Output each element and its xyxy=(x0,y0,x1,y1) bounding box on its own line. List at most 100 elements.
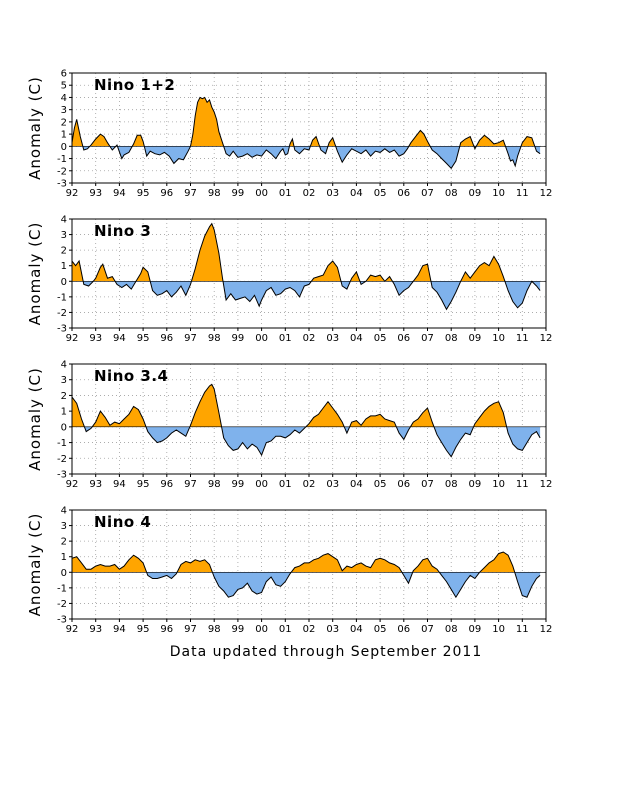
x-tick-label: 94 xyxy=(113,188,126,199)
x-tick-label: 95 xyxy=(137,188,150,199)
y-tick-label: 6 xyxy=(61,69,67,80)
footer-update-note: Data updated through September 2011 xyxy=(170,644,482,660)
x-tick-label: 97 xyxy=(184,188,197,199)
x-tick-label: 11 xyxy=(516,624,529,635)
x-tick-label: 09 xyxy=(469,479,482,490)
x-tick-label: 05 xyxy=(374,333,387,344)
y-tick-label: 3 xyxy=(61,521,67,532)
x-tick-label: 06 xyxy=(397,188,410,199)
y-tick-label: 2 xyxy=(61,246,67,257)
y-tick-label: -1 xyxy=(57,583,67,594)
chart-panel-4: 92 93 94 95 96 97 98 99 00 01 02 03 04 05 06 07 08 09 10 11… xyxy=(26,506,552,636)
chart-panel-1: 92 93 94 95 96 97 98 99 00 01 02 03 04 05 06 07 08 09 10 11… xyxy=(26,69,552,200)
x-tick-label: 00 xyxy=(255,479,268,490)
x-tick-label: 10 xyxy=(492,624,505,635)
x-tick-label: 10 xyxy=(492,479,505,490)
y-tick-label: 1 xyxy=(61,552,67,563)
x-tick-label: 01 xyxy=(279,479,292,490)
x-tick-label: 02 xyxy=(303,479,316,490)
x-tick-label: 03 xyxy=(326,624,339,635)
x-tick-label: 09 xyxy=(469,188,482,199)
x-tick-label: 04 xyxy=(350,333,363,344)
panel-title: Nino 1+2 xyxy=(94,76,175,94)
x-tick-label: 12 xyxy=(540,188,553,199)
x-tick-label: 93 xyxy=(89,333,102,344)
x-tick-label: 00 xyxy=(255,624,268,635)
x-tick-label: 02 xyxy=(303,188,316,199)
x-tick-label: 97 xyxy=(184,479,197,490)
x-tick-label: 06 xyxy=(397,624,410,635)
chart-panel-3: 92 93 94 95 96 97 98 99 00 01 02 03 04 05 06 07 08 09 10 11… xyxy=(26,360,552,491)
y-tick-label: -2 xyxy=(57,166,67,177)
y-axis-label: Anomaly (C) xyxy=(26,367,44,471)
y-tick-label: -3 xyxy=(57,615,67,626)
x-tick-label: 98 xyxy=(208,479,221,490)
y-tick-label: 2 xyxy=(61,391,67,402)
x-tick-label: 11 xyxy=(516,479,529,490)
negative-anomaly-area xyxy=(72,281,541,310)
x-tick-label: 10 xyxy=(492,188,505,199)
x-tick-label: 04 xyxy=(350,188,363,199)
x-tick-label: 11 xyxy=(516,333,529,344)
x-tick-label: 93 xyxy=(89,624,102,635)
x-tick-label: 92 xyxy=(66,188,79,199)
x-tick-label: 01 xyxy=(279,624,292,635)
y-tick-label: -3 xyxy=(57,179,67,190)
x-tick-label: 92 xyxy=(66,333,79,344)
x-tick-label: 99 xyxy=(232,479,245,490)
x-tick-label: 07 xyxy=(421,333,434,344)
x-tick-label: 98 xyxy=(208,333,221,344)
y-tick-label: -2 xyxy=(57,454,67,465)
x-tick-label: 09 xyxy=(469,333,482,344)
x-tick-label: 99 xyxy=(232,624,245,635)
x-tick-label: 96 xyxy=(160,479,173,490)
x-tick-label: 95 xyxy=(137,333,150,344)
x-tick-label: 03 xyxy=(326,188,339,199)
x-tick-label: 07 xyxy=(421,624,434,635)
x-tick-label: 12 xyxy=(540,479,553,490)
x-tick-label: 98 xyxy=(208,188,221,199)
x-tick-label: 02 xyxy=(303,624,316,635)
x-tick-label: 00 xyxy=(255,333,268,344)
x-tick-label: 05 xyxy=(374,624,387,635)
y-tick-label: 3 xyxy=(61,105,67,116)
y-tick-label: -3 xyxy=(57,470,67,481)
x-tick-label: 08 xyxy=(445,479,458,490)
anomaly-series-line xyxy=(72,551,541,599)
x-tick-label: 93 xyxy=(89,188,102,199)
positive-anomaly-area xyxy=(72,97,541,147)
y-tick-label: -2 xyxy=(57,599,67,610)
x-tick-label: 95 xyxy=(137,624,150,635)
negative-anomaly-area xyxy=(72,572,541,598)
y-tick-label: -2 xyxy=(57,308,67,319)
y-tick-label: -1 xyxy=(57,154,67,165)
x-tick-label: 96 xyxy=(160,188,173,199)
y-tick-label: 0 xyxy=(61,142,67,153)
y-tick-label: 2 xyxy=(61,537,67,548)
x-tick-label: 03 xyxy=(326,479,339,490)
x-tick-label: 05 xyxy=(374,479,387,490)
x-tick-label: 96 xyxy=(160,624,173,635)
x-tick-label: 97 xyxy=(184,333,197,344)
x-tick-label: 05 xyxy=(374,188,387,199)
y-axis-label: Anomaly (C) xyxy=(26,513,44,617)
negative-anomaly-area xyxy=(82,146,541,169)
anomaly-series-line xyxy=(72,222,541,311)
x-tick-label: 92 xyxy=(66,479,79,490)
y-tick-label: 1 xyxy=(61,130,67,141)
x-tick-label: 97 xyxy=(184,624,197,635)
y-tick-label: 0 xyxy=(61,422,67,433)
x-tick-label: 02 xyxy=(303,333,316,344)
x-tick-label: 98 xyxy=(208,624,221,635)
x-tick-label: 96 xyxy=(160,333,173,344)
x-tick-label: 03 xyxy=(326,333,339,344)
chart-panels: 92 93 94 95 96 97 98 99 00 01 02 03 04 05 06 07 08 09 10 11… xyxy=(26,69,552,636)
x-tick-label: 95 xyxy=(137,479,150,490)
x-tick-label: 94 xyxy=(113,333,126,344)
x-tick-label: 92 xyxy=(66,624,79,635)
positive-anomaly-area xyxy=(72,552,515,573)
y-tick-label: 4 xyxy=(61,360,67,371)
x-tick-label: 99 xyxy=(232,333,245,344)
chart-panel-2: 92 93 94 95 96 97 98 99 00 01 02 03 04 05 06 07 08 09 10 11… xyxy=(26,215,552,345)
x-tick-label: 04 xyxy=(350,624,363,635)
